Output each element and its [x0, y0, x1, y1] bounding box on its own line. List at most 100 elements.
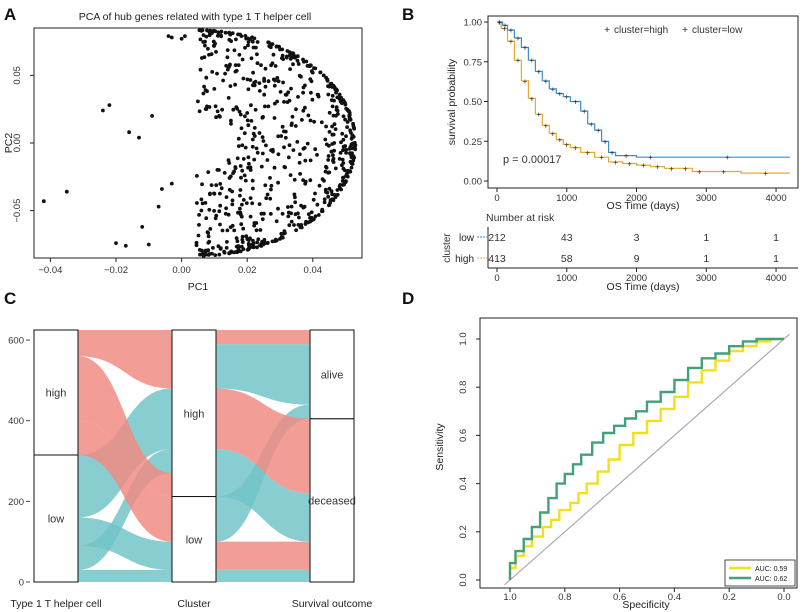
pca-point — [316, 213, 321, 217]
km-censor-mark: + — [537, 67, 542, 76]
pca-point — [205, 230, 210, 235]
pca-point — [234, 244, 239, 249]
pca-y-tick-label: 0.00 — [12, 134, 23, 153]
pca-point — [340, 131, 345, 136]
alluvial-y-tick-label: 0 — [19, 578, 24, 589]
pca-point — [239, 175, 243, 180]
pca-point — [283, 129, 288, 134]
alluvial-stratum-label: high — [46, 387, 67, 399]
pca-y-tick-label: −0.05 — [12, 199, 23, 223]
risk-cell: 1 — [703, 232, 709, 244]
pca-point — [288, 53, 292, 58]
pca-point — [230, 31, 235, 36]
panel-c-alluvial: C low high low high deceased alive 0 200 400 600… — [4, 289, 372, 610]
pca-point — [215, 168, 220, 172]
pca-point — [114, 241, 118, 246]
pca-point — [263, 84, 268, 89]
pca-point — [290, 51, 295, 56]
pca-point — [224, 246, 229, 250]
km-x-tick-label: 1000 — [556, 193, 577, 204]
km-x-tick-label: 2000 — [626, 193, 647, 204]
legend-high-marker: + — [604, 24, 610, 36]
pca-point — [300, 118, 304, 122]
pca-point — [257, 131, 262, 135]
pca-point — [311, 197, 316, 202]
pca-point — [327, 186, 332, 191]
pca-point — [280, 53, 285, 58]
pca-point — [337, 96, 342, 101]
risk-title: Number at risk — [486, 212, 555, 224]
km-y-tick-label: 0.25 — [464, 137, 483, 148]
km-y-tick-label: 1.00 — [464, 18, 483, 29]
pca-point — [202, 55, 207, 60]
pca-point — [206, 170, 211, 175]
roc-x-tick-label: 0.0 — [777, 592, 790, 603]
risk-row-low-label: low — [459, 233, 475, 244]
pca-point — [199, 197, 204, 202]
pca-point — [308, 63, 312, 68]
pca-point — [234, 236, 239, 241]
pca-point — [244, 234, 249, 239]
pca-y-ticks: −0.05 0.00 0.05 — [12, 66, 34, 223]
km-censor-mark: + — [655, 163, 660, 172]
pca-point — [338, 186, 342, 191]
pca-point — [160, 187, 164, 191]
pca-point — [212, 209, 217, 213]
pca-point — [218, 191, 222, 196]
pca-point — [101, 108, 105, 113]
pca-point — [220, 107, 225, 112]
pca-point — [219, 29, 224, 34]
pca-point — [219, 186, 224, 191]
pca-point — [197, 223, 201, 227]
pca-point — [261, 139, 266, 143]
pca-point — [216, 30, 221, 35]
pca-point — [240, 168, 245, 173]
km-y-tick-label: 0.00 — [464, 177, 483, 188]
pca-point — [282, 231, 286, 236]
km-censor-mark: + — [557, 90, 562, 99]
pca-point — [265, 158, 270, 162]
risk-cell: 9 — [634, 253, 640, 265]
pca-x-tick-label: −0.02 — [104, 265, 128, 276]
pca-point — [324, 142, 329, 147]
pca-point — [255, 150, 260, 155]
roc-curves — [508, 337, 784, 580]
pca-point — [227, 176, 232, 180]
pca-point — [234, 68, 239, 73]
flow-high-alive — [216, 344, 310, 405]
roc-x-tick-label: 1.0 — [503, 592, 516, 603]
pca-point — [251, 243, 255, 248]
pca-point — [334, 90, 338, 95]
pca-point — [262, 211, 266, 216]
pca-point — [268, 196, 273, 201]
risk-cells: 212 43 3 1 1 413 58 9 1 1 — [488, 232, 779, 265]
pca-point — [328, 198, 333, 203]
pca-point — [322, 197, 327, 202]
km-censor-mark: + — [669, 164, 674, 173]
pca-point — [150, 114, 155, 118]
pca-point — [272, 83, 277, 88]
risk-cell: 43 — [561, 232, 573, 244]
pca-point — [169, 35, 174, 40]
pca-point — [250, 39, 255, 44]
pca-point — [251, 83, 255, 88]
pca-point — [248, 214, 253, 219]
pca-point — [238, 112, 243, 117]
pca-point — [257, 81, 262, 85]
pca-point — [248, 196, 253, 201]
km-censor-mark: + — [550, 85, 555, 94]
pca-point — [327, 110, 332, 115]
pca-y-tick-label: 0.05 — [12, 66, 23, 85]
pca-point — [315, 92, 320, 97]
pca-point — [309, 69, 314, 74]
pca-point — [218, 182, 223, 186]
alluvial-stratum-box — [33, 329, 79, 456]
pca-point — [234, 37, 238, 42]
pca-point — [295, 140, 300, 144]
pca-point — [301, 108, 306, 113]
roc-x-tick-label: 0.2 — [723, 592, 736, 603]
pca-point — [349, 136, 354, 141]
roc-axes: 0.0 0.2 0.4 0.6 0.8 1.0 1.0 0.8 0.6 0.4 0.2 0.0 — [458, 332, 791, 603]
pca-point — [123, 243, 128, 248]
km-censor-mark: + — [543, 121, 548, 130]
